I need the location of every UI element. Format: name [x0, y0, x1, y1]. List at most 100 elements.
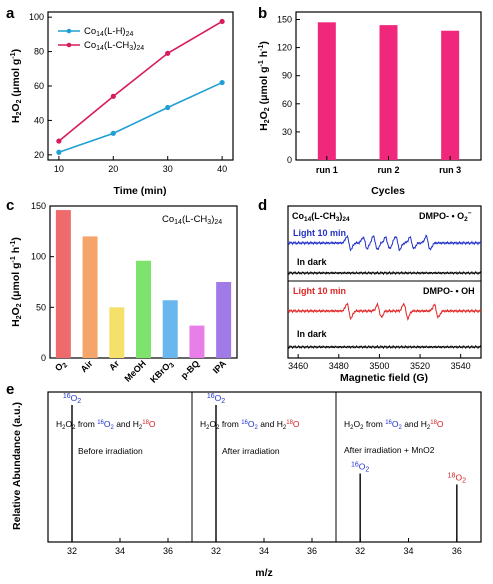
chart-title-c: Co14(L-CH3)24 — [162, 214, 222, 226]
y-tick-label-c: 100 — [31, 252, 46, 262]
legend-label-co14-l-h: Co14(L-H)24 — [84, 26, 133, 38]
peak-label-e-sub: 2 — [462, 477, 466, 484]
axes-frame-d — [287, 205, 482, 359]
panel-label-d: d — [258, 197, 267, 214]
condition-label-e: After irradiation + MnO2 — [344, 445, 435, 455]
panel-d: d 3460 3480 3500 3520 3540 Co14(L-CH3)24 DMP… — [258, 197, 482, 384]
bar-c-4 — [162, 300, 178, 358]
legend-marker-co14-l-ch3 — [66, 42, 72, 48]
category-label-c: Air — [79, 358, 95, 374]
heading-part-e: O — [104, 419, 111, 429]
heading-part-e: 16 — [241, 420, 248, 426]
heading-part-e: O — [248, 419, 255, 429]
data-point-a-1 — [56, 138, 62, 144]
heading-part-e: H — [200, 419, 206, 429]
bars-c: O2 Air Ar MeOH KBrO3 p-BQ IPA — [53, 210, 232, 386]
sample-label-d: Co14(L-CH3)24 — [292, 211, 350, 223]
peak-label-e: 18O2 — [448, 472, 466, 484]
peak-label-e: 16O2 — [351, 462, 369, 474]
heading-part-e: 2 — [111, 425, 115, 431]
x-axis-label-a: Time (min) — [114, 185, 167, 197]
category-label-c: Ar — [107, 358, 121, 372]
heading-part-e: O — [65, 419, 72, 429]
peak-label-e-base: O — [71, 393, 78, 403]
panel-label-e: e — [6, 381, 14, 398]
data-point-a-1 — [110, 93, 116, 99]
x-tick-label-e: 36 — [163, 546, 173, 556]
series-line-a-0 — [58, 81, 223, 154]
bar-c-1 — [82, 236, 98, 358]
epr-trace-light-o2 — [287, 234, 482, 252]
heading-part-e: 16 — [97, 420, 104, 426]
y-tick-label-b: 150 — [277, 14, 292, 24]
category-label-c: p-BQ — [179, 358, 202, 381]
x-tick-label-a: 10 — [54, 164, 64, 174]
x-tick-label-e: 32 — [211, 546, 221, 556]
peak-label-e-base: O — [359, 462, 366, 472]
category-label-b: run 1 — [316, 165, 338, 175]
probe-label-oh: DMPO- • OH — [423, 286, 475, 296]
peak-label-e-sub: 2 — [221, 398, 225, 405]
x-axis-label-d: Magnetic field (G) — [340, 372, 428, 384]
y-tick-label-a: 80 — [34, 47, 44, 57]
peak-label-e-sup: 16 — [63, 393, 71, 400]
x-tick-label-d: 3480 — [329, 361, 349, 371]
x-tick-label-e: 34 — [259, 546, 269, 556]
peak-label-e-sup: 16 — [351, 462, 359, 469]
y-tick-label-b: 30 — [282, 127, 292, 137]
heading-part-e: 2 — [360, 425, 364, 431]
panel-heading-e: H2O2 from 16O2 and H218O — [56, 419, 156, 431]
heading-part-e: from — [219, 419, 241, 429]
epr-traces-d — [287, 234, 482, 350]
series-label-light-o2: Light 10 min — [293, 228, 346, 238]
x-tick-label-d: 3540 — [451, 361, 471, 371]
bar-c-0 — [55, 210, 71, 358]
category-label-c-sub: 3 — [168, 362, 176, 370]
panel-label-b: b — [258, 5, 267, 22]
peak-label-e-base: O — [215, 393, 222, 403]
category-label-c: MeOH — [122, 358, 147, 383]
y-tick-label-a: 20 — [34, 150, 44, 160]
category-label-c: IPA — [211, 358, 229, 376]
y-tick-label-a: 100 — [29, 12, 44, 22]
bar-c-6 — [216, 282, 232, 358]
series-label-dark-o2: In dark — [297, 257, 328, 267]
x-tick-label-e: 36 — [452, 546, 462, 556]
heading-part-e: O — [209, 419, 216, 429]
heading-part-e: O — [392, 419, 399, 429]
condition-label-e: After irradiation — [222, 446, 280, 456]
heading-part-e: 2 — [139, 425, 143, 431]
heading-part-e: and H — [114, 419, 139, 429]
peak-label-e-sub: 2 — [77, 398, 81, 405]
category-label-c-base: Ar — [107, 358, 121, 372]
bar-b-2 — [441, 30, 460, 160]
category-label-c-base: MeOH — [122, 358, 147, 383]
heading-part-e: 18 — [430, 420, 437, 426]
y-axis-label-e: Relative Abundance (a.u.) — [11, 402, 23, 530]
y-tick-label-c: 150 — [31, 201, 46, 211]
x-tick-label-e: 36 — [307, 546, 317, 556]
heading-part-e: 2 — [62, 425, 66, 431]
bar-c-5 — [189, 325, 205, 358]
legend-label-co14-l-ch3: Co14(L-CH3)24 — [84, 40, 144, 52]
y-axis-label-b: H2O2 (μmol g-1 h-1) — [258, 41, 271, 131]
x-axis-label-e: m/z — [255, 567, 273, 579]
bars-b: run 1 run 2 run 3 — [316, 22, 461, 175]
y-ticks-c: 0 50 100 150 — [31, 201, 54, 363]
heading-part-e: 2 — [216, 425, 220, 431]
peak-label-e: 16O2 — [207, 393, 225, 405]
series-line-a-1 — [58, 20, 223, 142]
y-axis-label-c: H2O2 (μmol g-1 h-1) — [10, 237, 23, 327]
heading-part-e: 2 — [350, 425, 354, 431]
condition-label-e: Before irradiation — [78, 446, 143, 456]
x-tick-label-d: 3500 — [369, 361, 389, 371]
category-label-c: KBrO3 — [148, 358, 176, 386]
heading-part-e: 2 — [399, 425, 403, 431]
x-tick-label-e: 32 — [355, 546, 365, 556]
category-label-c-base: Air — [79, 358, 95, 374]
peak-label-e-base: O — [455, 472, 462, 482]
x-tick-label-d: 3520 — [410, 361, 430, 371]
panel-heading-e: H2O2 from 16O2 and H218O — [200, 419, 300, 431]
